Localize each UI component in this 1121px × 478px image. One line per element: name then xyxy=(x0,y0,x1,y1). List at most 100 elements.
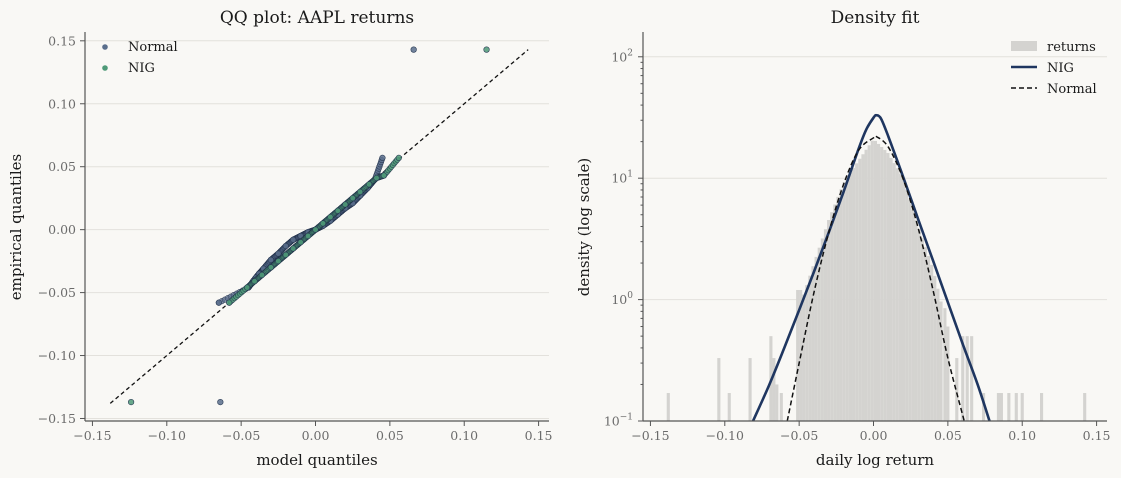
density-y-tick-label: 102 xyxy=(611,48,633,64)
qq-plot-panel: QQ plot: AAPL returns −0.15 −0.10 −0.05 0.0… xyxy=(7,8,553,469)
histogram-bar xyxy=(1020,393,1024,421)
histogram-bar xyxy=(858,158,862,421)
histogram-bar xyxy=(772,358,776,421)
density-y-tick-label: 100 xyxy=(611,291,633,307)
qq-x-tick-label: 0.15 xyxy=(525,428,553,443)
density-line-nig xyxy=(751,113,991,422)
legend-label-normal: Normal xyxy=(128,40,178,55)
density-x-tick-label: 0.15 xyxy=(1083,428,1111,443)
qq-x-axis-label: model quantiles xyxy=(256,451,377,469)
histogram-bar xyxy=(833,204,837,421)
qq-point-nig xyxy=(395,154,402,161)
histogram-bar xyxy=(955,358,959,421)
histogram-bar xyxy=(861,154,865,421)
qq-point-nig xyxy=(365,181,373,188)
histogram-bar xyxy=(1007,393,1011,421)
histogram-bar xyxy=(852,167,856,421)
histogram-bar xyxy=(917,229,921,421)
legend-marker-nig xyxy=(102,65,108,71)
qq-point-nig xyxy=(244,284,251,291)
histogram-bar xyxy=(936,288,940,421)
density-x-tick-label: 0.10 xyxy=(1008,428,1036,443)
histogram-bar xyxy=(965,336,969,421)
qq-plot-gridlines xyxy=(85,40,549,419)
returns-histogram xyxy=(666,140,1087,422)
histogram-bar xyxy=(943,308,947,421)
histogram-bar xyxy=(848,172,853,421)
qq-point-normal xyxy=(379,154,386,161)
histogram-bar xyxy=(914,219,918,421)
histogram-bar xyxy=(933,275,937,421)
qq-point-normal xyxy=(267,256,274,263)
histogram-bar xyxy=(920,238,924,421)
histogram-bar xyxy=(864,149,868,421)
histogram-bar xyxy=(855,163,859,421)
qq-point-nig xyxy=(483,46,490,53)
histogram-bar xyxy=(961,336,965,421)
density-x-axis-label: daily log return xyxy=(816,451,934,469)
qq-y-tick-label: 0.00 xyxy=(48,222,76,237)
histogram-bar xyxy=(886,152,890,421)
histogram-bar xyxy=(817,247,821,421)
histogram-bar xyxy=(982,393,986,421)
qq-y-tick-label: −0.10 xyxy=(38,348,76,363)
density-x-tick-label: 0.05 xyxy=(934,428,962,443)
histogram-bar xyxy=(814,256,818,421)
histogram-bar xyxy=(895,168,899,421)
qq-point-normal xyxy=(282,242,289,250)
histogram-bar xyxy=(946,326,950,421)
histogram-bar xyxy=(1040,393,1044,421)
histogram-bar xyxy=(827,220,831,421)
density-plot-title: Density fit xyxy=(831,8,920,28)
density-curves xyxy=(751,113,991,422)
qq-point-nig xyxy=(226,299,233,306)
qq-point-nig xyxy=(128,399,135,406)
histogram-bar xyxy=(970,336,974,421)
density-x-tick-label: −0.05 xyxy=(780,428,818,443)
density-x-tick-label: 0.00 xyxy=(860,428,888,443)
qq-x-tick-label: 0.10 xyxy=(450,428,478,443)
density-y-tick-label: 10−1 xyxy=(604,413,633,429)
qq-y-tick-label: −0.05 xyxy=(38,285,76,300)
qq-y-tick-label: 0.05 xyxy=(48,159,76,174)
qq-y-tick-label: 0.10 xyxy=(48,96,76,111)
qq-y-tick-label: −0.15 xyxy=(38,411,76,426)
qq-y-axis-label: empirical quantiles xyxy=(7,154,25,300)
legend-label-returns: returns xyxy=(1047,40,1096,55)
histogram-bar xyxy=(1014,393,1018,421)
qq-point-nig xyxy=(251,278,258,285)
legend-marker-normal xyxy=(102,44,108,50)
histogram-bar xyxy=(727,393,731,421)
qq-y-tick-label: 0.15 xyxy=(48,33,76,48)
qq-point-normal xyxy=(215,299,222,306)
qq-point-nig xyxy=(304,232,312,240)
qq-x-tick-label: −0.15 xyxy=(73,428,111,443)
qq-x-tick-label: 0.00 xyxy=(302,428,330,443)
density-legend: returns NIG Normal xyxy=(1011,40,1097,97)
histogram-bar xyxy=(779,393,783,421)
histogram-bar xyxy=(830,212,834,421)
histogram-bar xyxy=(939,301,943,421)
histogram-bar xyxy=(901,179,906,421)
histogram-bar xyxy=(873,140,878,422)
qq-point-nig xyxy=(275,258,282,265)
histogram-bar xyxy=(999,393,1003,421)
qq-point-nig xyxy=(357,188,364,195)
density-line-normal xyxy=(786,134,965,422)
qq-point-nig xyxy=(334,207,341,214)
qq-point-nig xyxy=(380,172,388,179)
histogram-bar xyxy=(870,140,874,421)
qq-point-nig xyxy=(282,251,289,258)
qq-point-normal xyxy=(275,250,282,257)
qq-point-normal xyxy=(217,399,224,406)
qq-plot-points xyxy=(128,46,490,406)
qq-x-tick-label: −0.10 xyxy=(148,428,186,443)
histogram-bar xyxy=(748,358,752,421)
density-x-ticks: −0.15 −0.10 −0.05 0.00 0.05 0.10 0.15 xyxy=(631,421,1111,443)
histogram-bar xyxy=(1083,393,1087,421)
histogram-bar xyxy=(880,146,884,421)
histogram-bar xyxy=(839,189,843,421)
histogram-bar xyxy=(898,173,902,421)
legend-label-nig: NIG xyxy=(128,61,155,76)
